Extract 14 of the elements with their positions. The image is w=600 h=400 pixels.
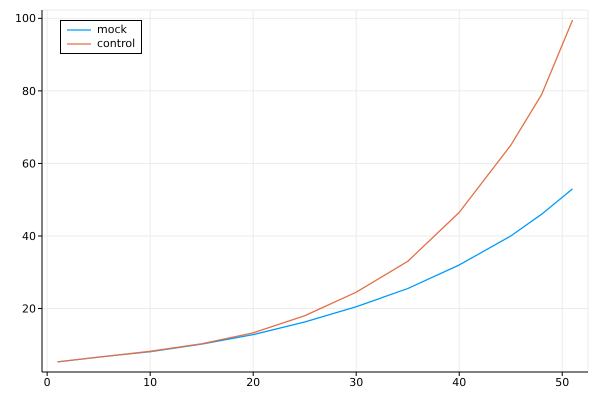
y-tick-label: 20 xyxy=(22,302,36,316)
x-tick-label: 10 xyxy=(143,376,158,389)
x-tick-label: 50 xyxy=(555,376,570,389)
line-series xyxy=(56,20,574,362)
legend-label: mock xyxy=(97,23,127,37)
x-tick-label: 40 xyxy=(452,376,466,389)
x-tick-label: 0 xyxy=(44,376,51,389)
x-tick-label: 20 xyxy=(246,376,260,389)
y-tick-label: 60 xyxy=(22,157,36,170)
legend-label: control xyxy=(97,37,136,51)
y-tick-label: 80 xyxy=(22,84,36,98)
y-tick-label: 100 xyxy=(15,12,36,26)
y-tick-label: 40 xyxy=(22,230,36,243)
x-tick-label: 30 xyxy=(349,376,364,389)
